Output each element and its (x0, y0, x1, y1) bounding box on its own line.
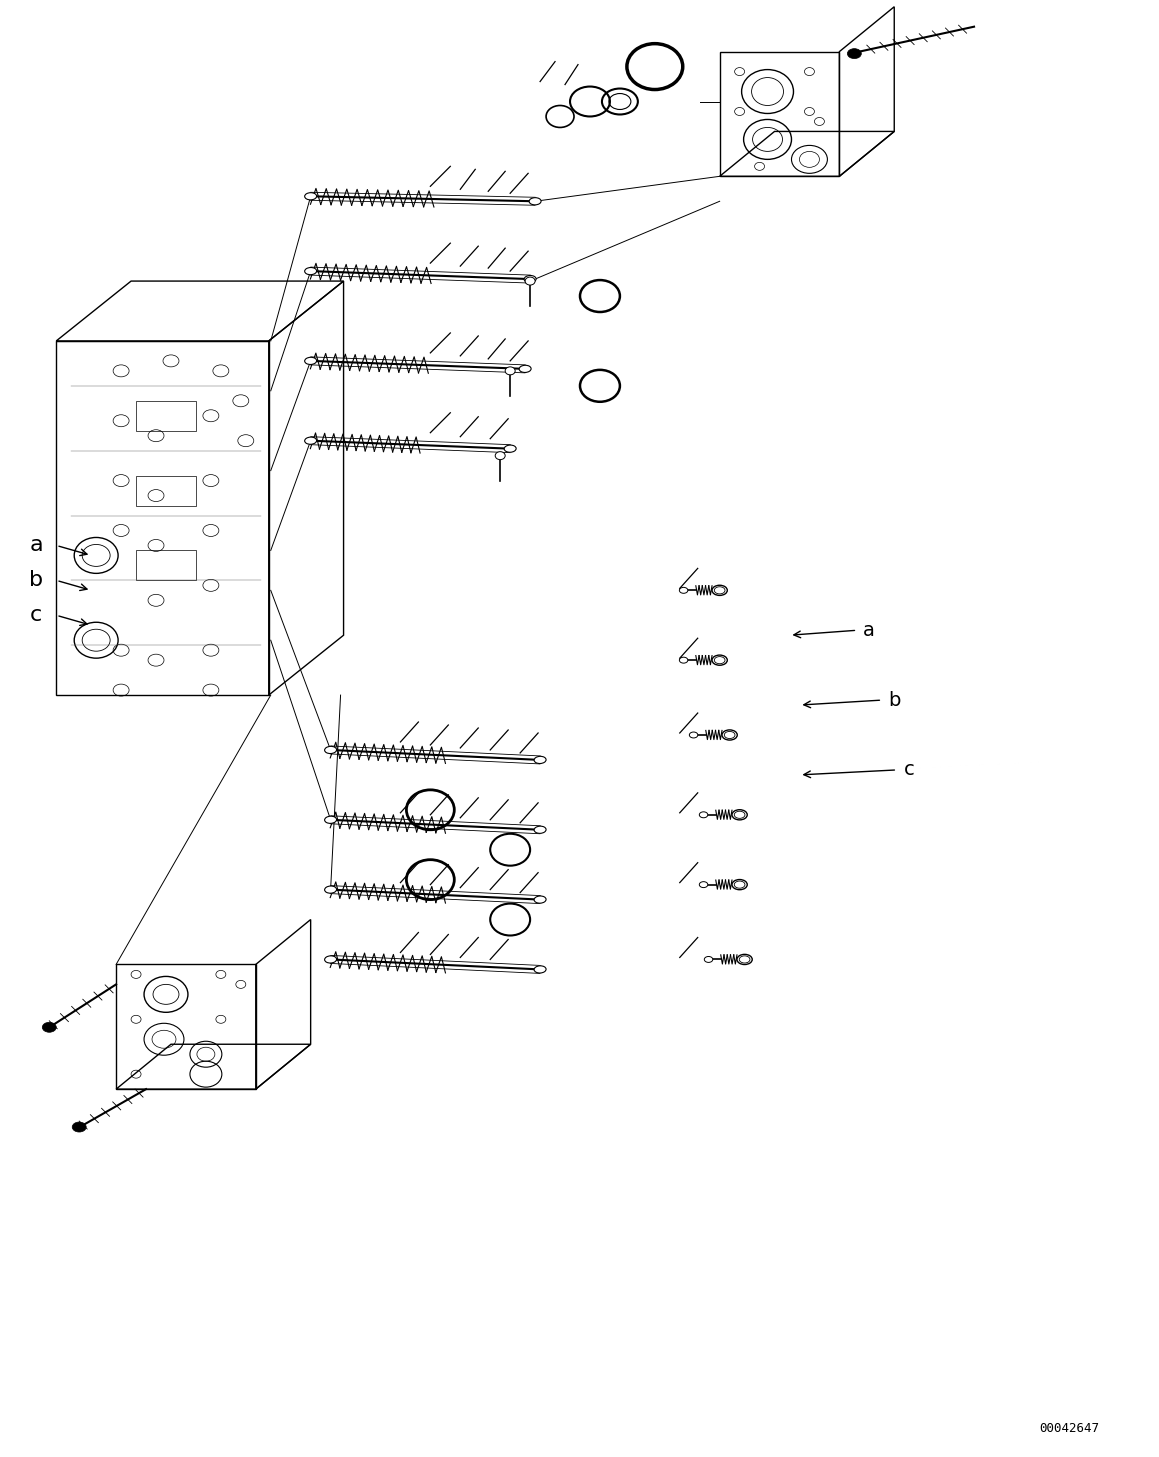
Ellipse shape (72, 1122, 86, 1132)
Text: 00042647: 00042647 (1038, 1422, 1099, 1435)
Ellipse shape (534, 966, 546, 973)
Ellipse shape (737, 954, 752, 965)
Ellipse shape (305, 357, 316, 364)
Ellipse shape (325, 816, 336, 823)
Ellipse shape (679, 587, 687, 593)
Ellipse shape (705, 956, 713, 963)
Text: b: b (29, 570, 43, 590)
Ellipse shape (305, 268, 316, 275)
Text: a: a (29, 535, 43, 555)
Ellipse shape (325, 956, 336, 963)
Ellipse shape (519, 366, 531, 373)
Ellipse shape (699, 881, 708, 887)
Ellipse shape (722, 730, 737, 740)
Ellipse shape (534, 826, 546, 833)
Ellipse shape (530, 198, 541, 205)
Ellipse shape (699, 812, 708, 817)
Ellipse shape (505, 367, 515, 374)
Ellipse shape (42, 1023, 57, 1032)
Ellipse shape (325, 886, 336, 893)
Ellipse shape (525, 277, 535, 286)
Ellipse shape (712, 656, 728, 666)
Ellipse shape (534, 756, 546, 763)
Ellipse shape (504, 444, 516, 452)
Ellipse shape (732, 810, 748, 820)
Ellipse shape (524, 275, 537, 283)
Ellipse shape (305, 192, 316, 200)
Ellipse shape (712, 586, 728, 596)
Ellipse shape (325, 746, 336, 753)
Text: c: c (30, 605, 43, 625)
Ellipse shape (305, 437, 316, 444)
Ellipse shape (534, 896, 546, 903)
Ellipse shape (495, 452, 505, 459)
Ellipse shape (847, 48, 861, 58)
Ellipse shape (679, 657, 687, 663)
Text: c: c (904, 761, 914, 779)
Ellipse shape (732, 880, 748, 890)
Text: a: a (863, 621, 875, 640)
Ellipse shape (690, 731, 698, 737)
Text: b: b (888, 691, 901, 710)
